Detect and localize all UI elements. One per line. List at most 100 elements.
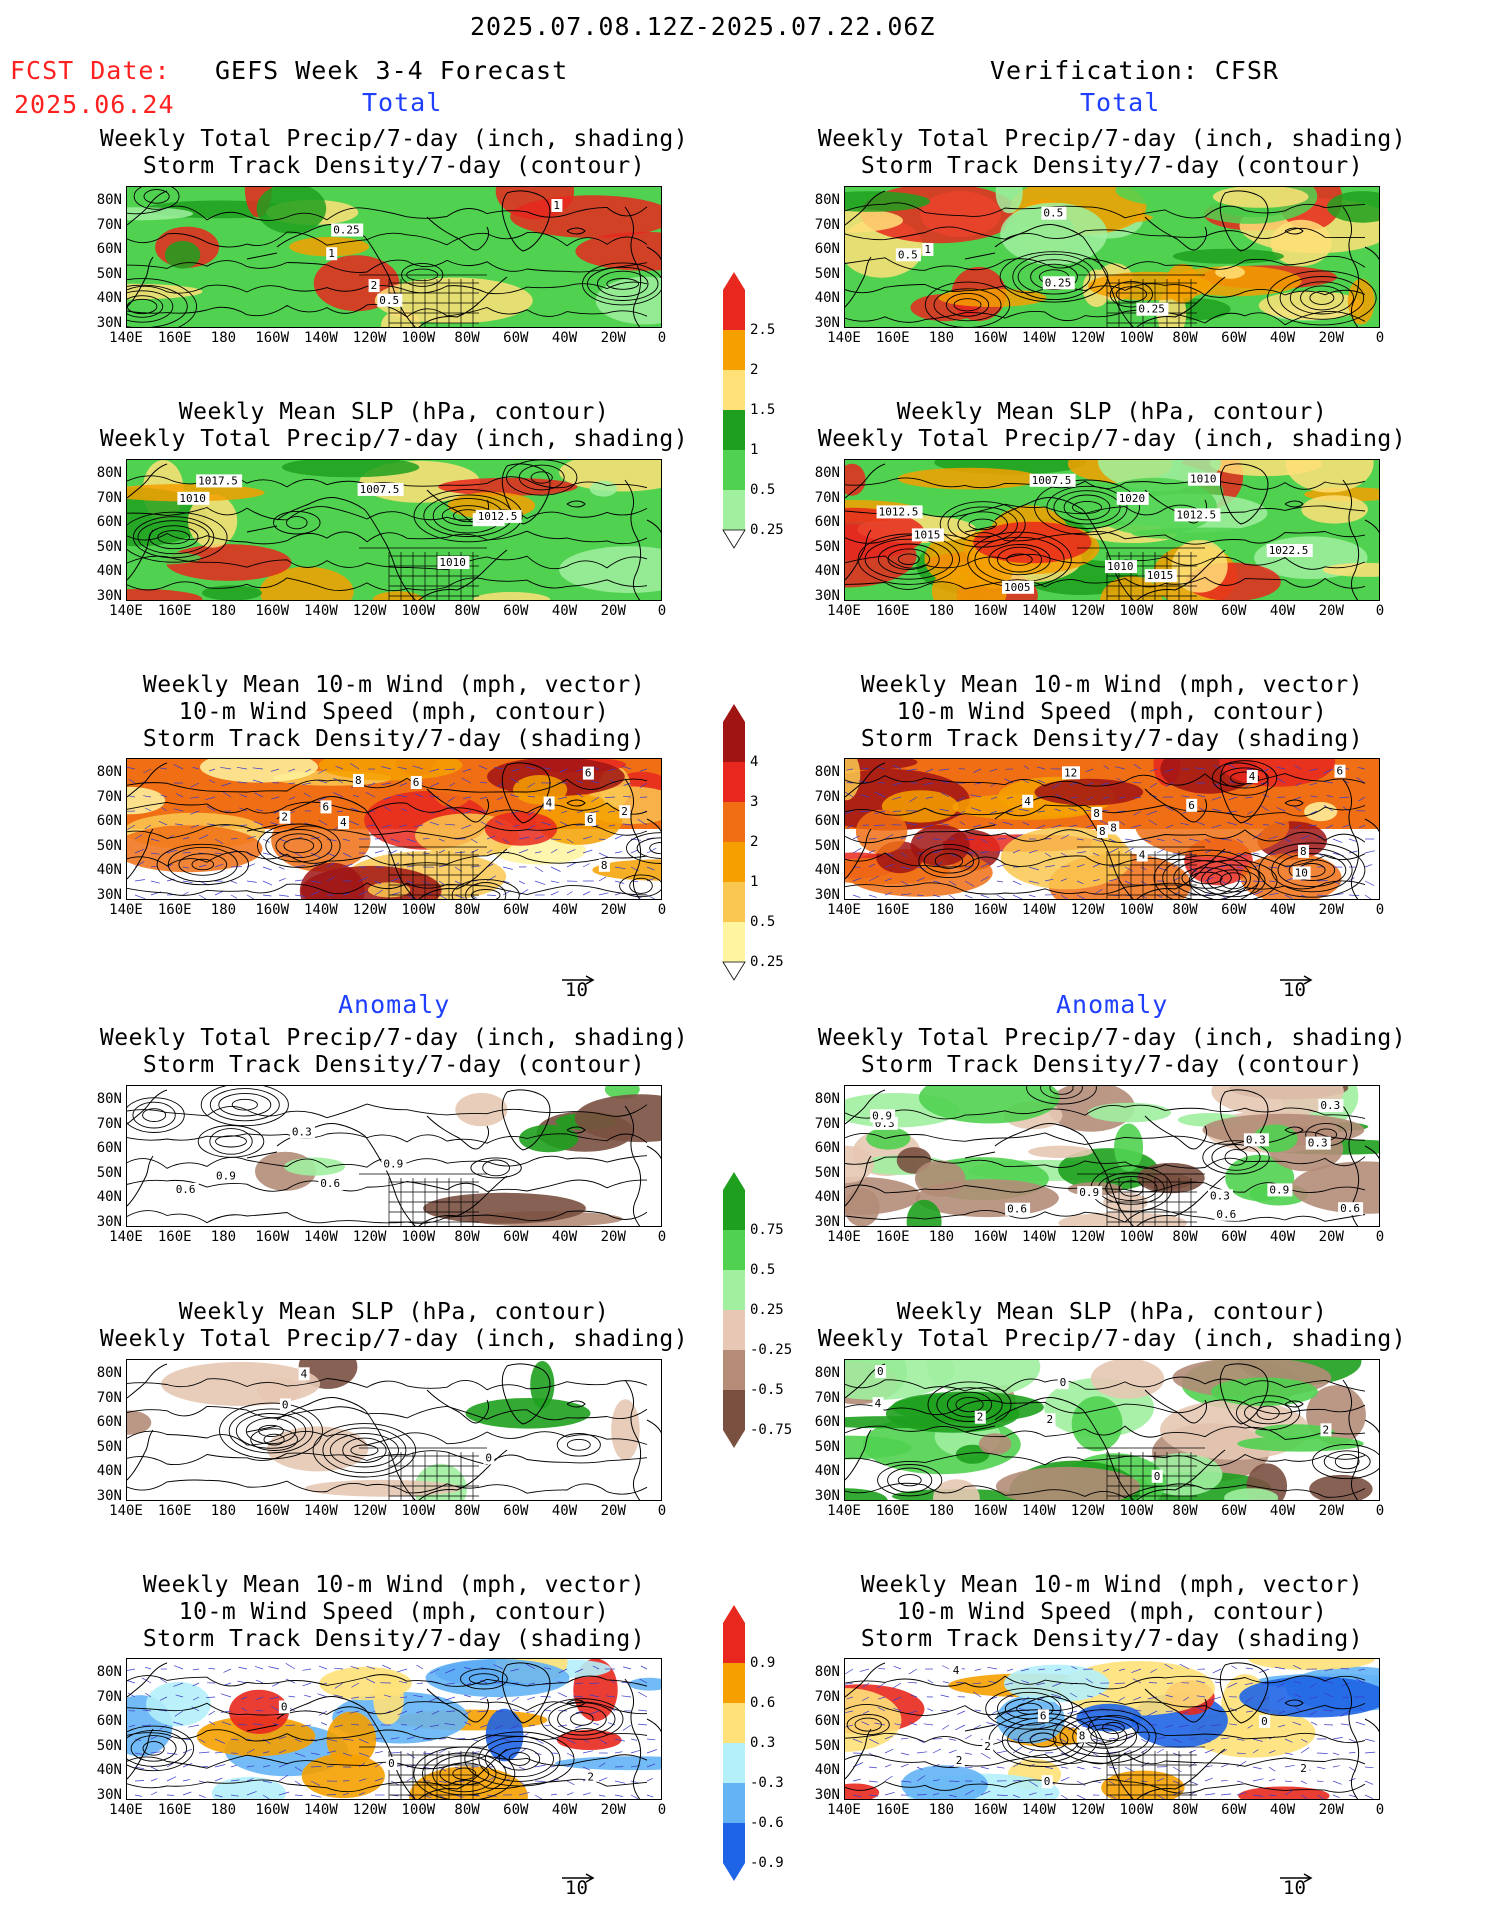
contour-label: 1005	[1004, 581, 1031, 594]
contour-label: 0.6	[320, 1177, 340, 1190]
latitude-tick: 70N	[96, 1389, 122, 1406]
contour-label-bg	[353, 774, 364, 787]
shading-patch	[127, 825, 263, 873]
wind-vector	[166, 1752, 178, 1755]
wind-vector	[987, 1666, 998, 1670]
contour-line	[209, 1088, 280, 1122]
shading-patch	[575, 231, 661, 271]
shading-patch	[229, 1689, 289, 1734]
shading-patch	[901, 1765, 988, 1799]
longitude-tick: 80W	[1172, 902, 1198, 918]
wind-vector	[1037, 810, 1046, 813]
wind-vector	[980, 838, 989, 844]
contour-line	[127, 1210, 648, 1224]
wind-vector	[134, 1738, 142, 1742]
wind-vector	[1348, 1766, 1356, 1772]
wind-vector	[1211, 824, 1222, 829]
wind-vector	[1156, 848, 1165, 854]
shading-patch	[845, 1488, 888, 1500]
contour-label-bg	[1076, 1729, 1088, 1743]
wind-vector	[932, 1779, 940, 1782]
longitude-tick: 60W	[1221, 603, 1247, 619]
wind-vector	[884, 852, 894, 857]
longitude-tick: 140E	[827, 1802, 861, 1818]
wind-vector	[246, 1778, 254, 1782]
longitude-tick: 40W	[551, 902, 578, 918]
wind-vector	[639, 768, 648, 772]
wind-vector	[438, 880, 446, 886]
wind-vector	[150, 1751, 162, 1754]
longitude-tick: 60W	[503, 902, 529, 918]
wind-vector	[1364, 850, 1375, 854]
wind-vector	[1284, 894, 1293, 899]
wind-vector	[582, 1750, 594, 1754]
contour-label: 0	[1154, 1470, 1161, 1483]
wind-vector	[1102, 796, 1110, 799]
longitude-tick: 0	[657, 330, 667, 346]
wind-vector	[996, 880, 1004, 883]
contour-line	[1211, 1144, 1261, 1171]
wind-vector	[550, 891, 559, 896]
wind-vector	[1156, 1794, 1165, 1799]
wind-vector	[1002, 821, 1014, 826]
panel-title: Storm Track Density/7-day (shading)	[860, 1626, 1364, 1652]
wind-vector	[637, 819, 648, 826]
contour-label-bg	[1091, 807, 1103, 820]
wind-vector	[874, 1722, 886, 1726]
wind-vector	[128, 1724, 136, 1728]
contour-line	[127, 851, 648, 867]
wind-vector	[1082, 1710, 1094, 1715]
wind-vector	[630, 1738, 638, 1741]
contour-label-bg	[911, 528, 944, 542]
contour-label-bg	[1144, 569, 1177, 583]
wind-vector	[294, 1752, 306, 1757]
longitude-tick: 20W	[1318, 1503, 1344, 1519]
colorbar-label: 1	[750, 874, 759, 890]
contour-line	[1188, 859, 1278, 899]
wind-vector	[381, 782, 392, 785]
wind-vector	[1341, 1682, 1350, 1687]
wind-vector	[444, 1696, 456, 1701]
wind-vector	[566, 891, 573, 896]
wind-vector	[1252, 864, 1261, 868]
wind-vector	[1358, 1668, 1366, 1671]
wind-vector	[1115, 766, 1126, 770]
wind-vector	[208, 1668, 216, 1670]
longitude-tick: 20W	[600, 902, 626, 918]
wind-vector	[1118, 1696, 1126, 1702]
coastline	[1219, 1363, 1269, 1425]
wind-vector	[1054, 808, 1062, 812]
wind-vector	[429, 821, 440, 826]
longitude-tick: 120W	[1070, 902, 1105, 918]
longitude-tick: 160E	[875, 603, 910, 619]
longitude-tick: 20W	[600, 1503, 626, 1519]
shading-patch	[918, 1086, 1060, 1124]
longitude-tick: 0	[1375, 902, 1385, 918]
contour-label: 8	[355, 774, 362, 787]
wind-vector	[320, 1722, 328, 1726]
longitude-tick: 100W	[1119, 1503, 1154, 1519]
wind-vector	[317, 1693, 328, 1698]
contour-line	[1026, 1086, 1097, 1105]
latitude-tick: 80N	[96, 1091, 122, 1107]
colorbar-cap	[723, 1172, 745, 1190]
contour-label-bg	[279, 810, 291, 824]
wind-vector	[150, 880, 160, 884]
contour-line	[1030, 263, 1078, 291]
shading-patch	[165, 544, 292, 581]
wind-vector	[1300, 1794, 1308, 1799]
colorbar-segment	[723, 762, 745, 802]
shading-patch	[1137, 1162, 1205, 1194]
coastline	[1284, 799, 1304, 807]
wind-vector	[1070, 796, 1078, 799]
wind-vector	[959, 821, 966, 826]
wind-vector	[1348, 1794, 1357, 1798]
contour-label: 1020	[1119, 492, 1146, 505]
shading-patch	[933, 1479, 980, 1500]
latitude-tick: 30N	[96, 587, 122, 604]
latitude-tick: 60N	[96, 813, 122, 829]
wind-vector	[321, 1682, 328, 1686]
contour-line	[953, 298, 982, 312]
wind-vector	[397, 1710, 408, 1716]
wind-vector	[1165, 806, 1174, 812]
